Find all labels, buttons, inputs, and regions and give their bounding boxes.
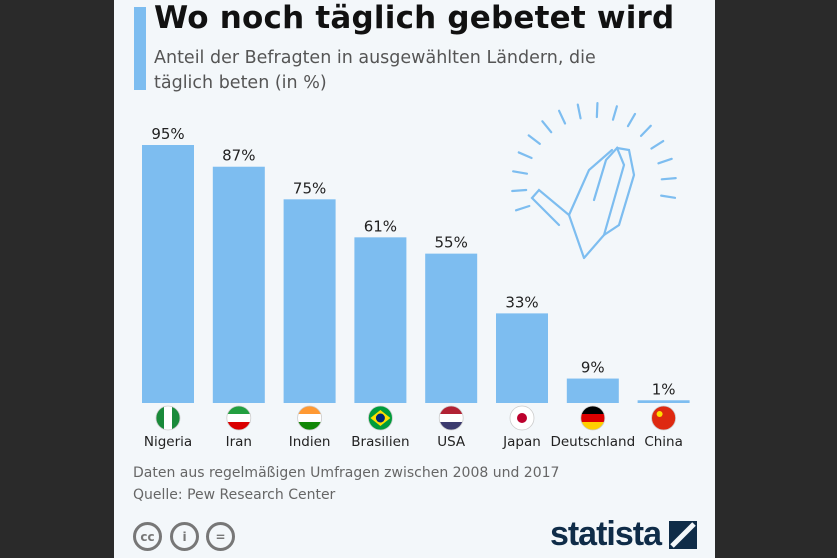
ray [611,105,618,121]
category-label: Iran [226,434,252,450]
flag-border [438,405,464,431]
flag-usa-icon [439,406,464,430]
no-derivatives-icon: = [206,522,235,551]
footer-source: Quelle: Pew Research Center [133,487,336,503]
category-label: Nigeria [144,434,192,450]
ray [576,103,582,120]
ray [595,101,599,119]
statista-logo[interactable]: statista [550,515,697,554]
category-label: USA [437,434,466,450]
praying-hands-icon [511,101,677,260]
chart-title: Wo noch täglich gebetet wird [154,0,675,36]
flag-border [297,405,323,431]
value-label: 87% [222,147,255,165]
flag-border [367,405,393,431]
bar-chart: 95% Nigeria 87% Iran 75% Indien 61% Brasilien 55… [142,101,690,450]
ray [512,170,529,175]
ray [660,194,677,199]
footer-note: Daten aus regelmäßigen Umfragen zwischen… [133,465,560,481]
category-label: Indien [289,434,331,450]
ray [541,120,553,134]
value-label: 33% [505,293,538,311]
ray [660,177,677,181]
flag-border [509,405,535,431]
value-label: 1% [652,380,676,398]
flag-indien-icon [297,406,322,430]
flag-iran-icon [226,406,251,430]
ray [626,112,637,128]
flag-china-icon [651,406,676,430]
value-label: 61% [364,217,397,235]
value-label: 95% [151,125,184,143]
bar-brasilien [354,237,407,403]
flag-border [651,405,676,431]
ray [517,151,533,160]
infographic-panel: Wo noch täglich gebetet wird Anteil der … [114,0,715,558]
flag-nigeria-icon [156,406,180,430]
category-label: Japan [502,434,541,450]
ray [557,109,567,125]
category-label: China [644,434,683,450]
ray [514,204,531,212]
flag-japan-icon [510,406,534,430]
category-label: Brasilien [351,434,409,450]
chart-subtitle: Anteil der Befragten in ausgewählten Län… [154,48,596,93]
value-label: 9% [581,359,605,377]
value-label: 55% [435,234,468,252]
accent-bar [134,7,146,90]
bar-japan [496,313,548,403]
bar-deutschland [566,378,619,403]
ray [657,157,673,165]
flag-border [226,405,252,431]
attribution-icon: i [170,522,199,551]
flag-border [580,405,606,431]
bar-usa [425,253,478,403]
statista-mark-icon [669,520,697,549]
ray [511,188,528,193]
bar-china [637,400,690,403]
statista-wordmark: statista [549,515,662,553]
category-label: Deutschland [550,434,635,450]
flag-brasilien-icon [368,406,393,430]
flag-border [155,405,181,431]
ray [639,124,652,138]
bar-nigeria [142,145,194,403]
value-label: 75% [293,179,326,197]
flag-deutschland-icon [580,406,605,430]
ray [650,139,665,150]
cc-icon: cc [133,522,162,551]
bar-indien [283,199,336,403]
ray [527,134,541,145]
bar-iran [212,166,265,403]
